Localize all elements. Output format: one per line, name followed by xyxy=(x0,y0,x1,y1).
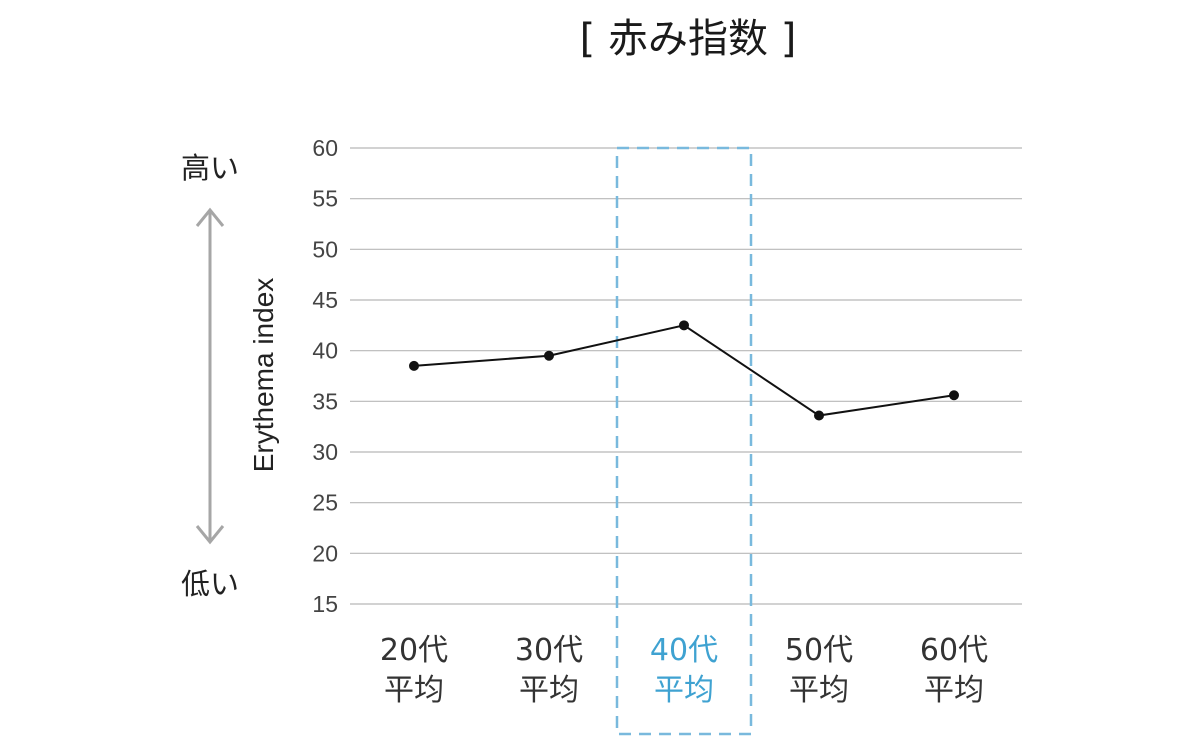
x-category-sublabel: 平均 xyxy=(654,673,714,708)
low-label: 低い xyxy=(181,567,239,601)
x-category-sublabel: 平均 xyxy=(519,673,579,708)
y-tick-label: 45 xyxy=(312,287,338,313)
y-tick-label: 60 xyxy=(312,135,338,161)
y-axis-ticks: 15 20 25 30 35 40 45 50 55 60 xyxy=(312,135,338,617)
high-label: 高い xyxy=(181,151,239,185)
x-category-label: 20代 xyxy=(380,633,448,668)
y-tick-label: 40 xyxy=(312,338,338,364)
grid-layer xyxy=(350,147,1022,605)
data-point xyxy=(409,360,419,371)
x-category-label: 50代 xyxy=(785,633,853,668)
series-layer xyxy=(409,320,959,421)
chart-title: [ 赤み指数 ] xyxy=(580,16,797,62)
x-category-sublabel: 平均 xyxy=(924,673,984,708)
highlight-box xyxy=(615,146,753,736)
x-category-label: 30代 xyxy=(515,633,583,668)
y-tick-label: 35 xyxy=(312,388,338,414)
data-point xyxy=(679,320,689,331)
x-category-label: 40代 xyxy=(650,633,718,668)
y-tick-label: 50 xyxy=(312,236,338,262)
y-tick-label: 25 xyxy=(312,490,338,516)
data-point xyxy=(814,410,824,421)
y-tick-label: 20 xyxy=(312,540,338,566)
y-tick-label: 30 xyxy=(312,439,338,465)
x-category-sublabel: 平均 xyxy=(384,673,444,708)
y-tick-label: 55 xyxy=(312,186,338,212)
arrow-down-head-icon xyxy=(195,525,225,545)
series-line xyxy=(413,324,955,417)
x-category-label: 60代 xyxy=(920,633,988,668)
arrow-up-head-icon xyxy=(195,207,225,227)
y-tick-label: 15 xyxy=(312,591,338,617)
data-point xyxy=(949,390,959,401)
x-category-sublabel: 平均 xyxy=(789,673,849,708)
data-point xyxy=(544,350,554,361)
y-axis-label: Erythema index xyxy=(248,278,279,473)
y-axis-indicator: 高い 低い xyxy=(181,151,239,601)
